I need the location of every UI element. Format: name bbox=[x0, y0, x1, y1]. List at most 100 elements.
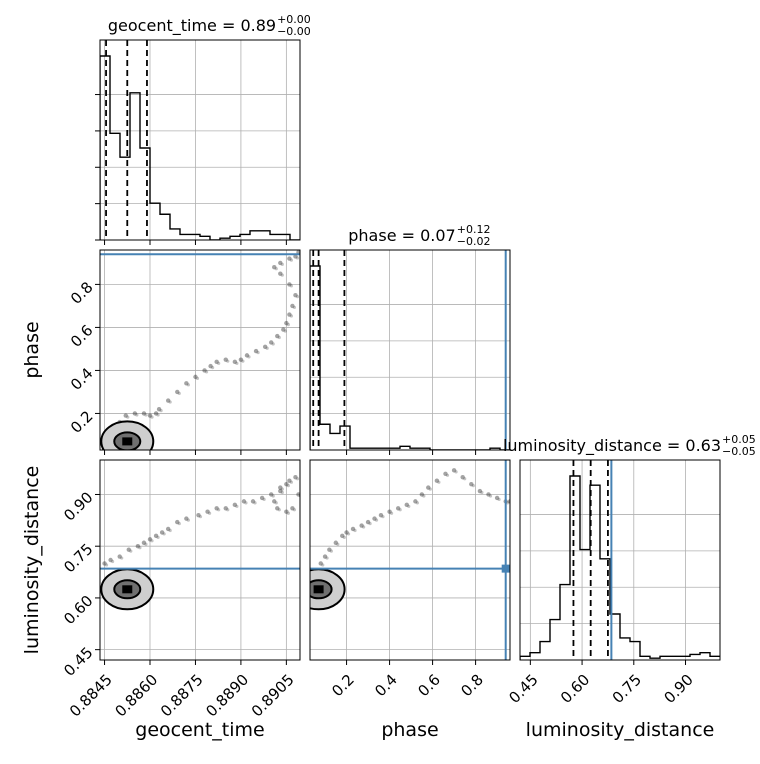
histogram-luminosity_distance bbox=[520, 475, 720, 660]
sample-point bbox=[296, 492, 300, 497]
y-tick-label: 0.4 bbox=[67, 364, 97, 394]
sample-point bbox=[295, 256, 300, 260]
sample-point bbox=[186, 383, 190, 387]
density-peak bbox=[122, 585, 133, 594]
sample-point bbox=[111, 559, 115, 564]
x-axis-label: geocent_time bbox=[135, 719, 264, 741]
x-tick-label: 0.4 bbox=[371, 671, 401, 701]
sample-point bbox=[138, 546, 142, 550]
sample-point bbox=[463, 477, 467, 481]
sample-point bbox=[235, 504, 239, 508]
sample-point bbox=[287, 478, 292, 483]
sample-point bbox=[295, 477, 300, 481]
sample-point bbox=[278, 485, 283, 490]
sample-point bbox=[404, 502, 409, 508]
sample-point bbox=[290, 506, 295, 511]
sample-point bbox=[451, 468, 457, 473]
sample-point bbox=[256, 350, 260, 355]
title-upper-error: +0.12 bbox=[457, 223, 491, 236]
sample-point bbox=[278, 260, 283, 266]
sample-point bbox=[322, 554, 328, 559]
panel-title: phase = 0.07 bbox=[348, 226, 455, 245]
sample-point bbox=[117, 554, 122, 559]
sample-point bbox=[214, 359, 219, 365]
y-tick-label: 0.90 bbox=[60, 488, 96, 524]
sample-point bbox=[293, 254, 298, 259]
sample-point bbox=[336, 542, 340, 546]
sample-point bbox=[477, 488, 483, 494]
sample-point bbox=[325, 556, 329, 560]
sample-point bbox=[126, 547, 131, 552]
sample-point bbox=[104, 563, 109, 567]
sample-point bbox=[488, 494, 493, 498]
sample-point bbox=[471, 484, 475, 488]
sample-point bbox=[177, 521, 181, 526]
sample-point bbox=[153, 411, 159, 416]
sample-point bbox=[281, 327, 286, 332]
sample-point bbox=[284, 320, 289, 326]
sample-point bbox=[265, 346, 269, 350]
sample-point bbox=[318, 561, 323, 566]
sample-point bbox=[269, 340, 274, 345]
density-peak bbox=[313, 585, 324, 594]
sample-point bbox=[108, 557, 113, 563]
sample-point bbox=[372, 516, 377, 521]
sample-point bbox=[275, 506, 280, 511]
sample-point bbox=[284, 509, 289, 514]
sample-point bbox=[443, 471, 448, 476]
sample-point bbox=[272, 265, 277, 270]
histogram-geocent_time bbox=[100, 55, 300, 240]
panel-luminosity_distance-hist: 0.45 0.60 0.75 0.90 luminosity_distance bbox=[505, 459, 721, 741]
sample-point bbox=[280, 487, 284, 491]
x-tick-label: 0.60 bbox=[557, 671, 593, 707]
sample-point bbox=[398, 508, 402, 512]
panel-frame bbox=[309, 249, 511, 451]
sample-point bbox=[102, 561, 107, 566]
sample-point bbox=[129, 549, 133, 553]
panel-frame bbox=[99, 249, 301, 451]
sample-point bbox=[422, 494, 426, 498]
y-tick-label: 0.60 bbox=[60, 592, 96, 628]
x-axis-label: luminosity_distance bbox=[526, 719, 715, 741]
sample-point bbox=[244, 501, 248, 505]
x-tick-label: 0.8 bbox=[457, 671, 487, 701]
sample-point bbox=[289, 314, 293, 318]
title-lower-error: −0.05 bbox=[722, 445, 756, 458]
sample-point bbox=[413, 499, 418, 504]
sample-point bbox=[292, 508, 297, 512]
sample-point bbox=[350, 526, 356, 532]
x-tick-label: 0.8905 bbox=[248, 671, 298, 721]
panel-geocent_time-vs-luminosity_distance: 0.88450.88600.88750.88900.8905geocent_ti… bbox=[21, 459, 301, 741]
sample-point bbox=[278, 271, 283, 276]
sample-point bbox=[286, 511, 290, 515]
sample-point bbox=[175, 389, 180, 395]
sample-point bbox=[253, 501, 257, 505]
sample-point bbox=[407, 504, 411, 508]
sample-point bbox=[454, 470, 458, 474]
sample-point bbox=[437, 480, 441, 484]
sample-point bbox=[141, 411, 147, 416]
sample-point bbox=[321, 563, 325, 567]
x-axis-label: phase bbox=[381, 719, 438, 741]
sample-point bbox=[293, 475, 298, 480]
x-tick-label: 0.90 bbox=[660, 671, 696, 707]
sample-point bbox=[159, 530, 165, 535]
sample-point bbox=[286, 323, 290, 327]
sample-point bbox=[241, 499, 247, 504]
sample-point bbox=[287, 256, 292, 261]
sample-point bbox=[156, 535, 160, 539]
sample-point bbox=[259, 495, 265, 501]
y-tick-label: 0.2 bbox=[67, 407, 97, 437]
sample-point bbox=[165, 398, 171, 403]
sample-point bbox=[207, 511, 212, 515]
sample-point bbox=[184, 516, 189, 521]
sample-point bbox=[262, 497, 266, 502]
sample-point bbox=[198, 515, 203, 519]
title-lower-error: −0.00 bbox=[277, 25, 311, 38]
panel-title: geocent_time = 0.89 bbox=[108, 16, 276, 36]
sample-point bbox=[280, 490, 284, 495]
x-tick-label: 0.8860 bbox=[111, 671, 161, 721]
sample-point bbox=[132, 411, 138, 416]
sample-point bbox=[344, 530, 349, 535]
